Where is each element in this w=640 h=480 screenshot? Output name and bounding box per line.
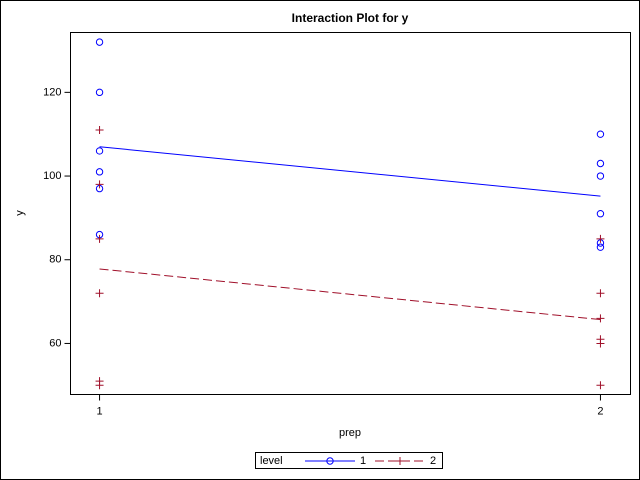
x-tick-label: 1 [96, 405, 102, 417]
y-tick-label: 80 [49, 254, 61, 266]
data-point [596, 159, 605, 168]
mean-line [99, 268, 601, 321]
data-point [95, 168, 104, 176]
data-point [596, 314, 605, 323]
x-axis-label: prep [339, 427, 361, 439]
data-point [95, 147, 104, 155]
data-point [596, 381, 605, 390]
data-point [596, 210, 605, 218]
data-point [596, 234, 605, 243]
legend-title: level [260, 455, 283, 467]
chart-title: Interaction Plot for y [292, 11, 409, 25]
y-tick-label: 60 [49, 337, 61, 349]
data-point [95, 234, 104, 243]
y-axis-label: y [14, 210, 26, 216]
legend-label: 1 [360, 455, 366, 467]
data-point [596, 172, 605, 180]
data-point [95, 88, 104, 97]
data-point [95, 38, 104, 46]
y-tick-label: 120 [43, 86, 61, 98]
legend-label: 2 [430, 455, 436, 467]
y-tick-label: 100 [43, 170, 61, 182]
data-point [95, 381, 104, 390]
data-point [95, 289, 104, 298]
plot-frame [70, 32, 631, 395]
legend-marker [396, 457, 404, 465]
data-point [596, 130, 605, 138]
data-point [596, 339, 605, 348]
legend-marker [326, 457, 334, 465]
data-point [95, 180, 104, 189]
data-point [596, 243, 605, 251]
data-point [95, 126, 104, 135]
x-tick-label: 2 [597, 405, 603, 417]
mean-line [99, 146, 601, 197]
data-point [596, 289, 605, 298]
